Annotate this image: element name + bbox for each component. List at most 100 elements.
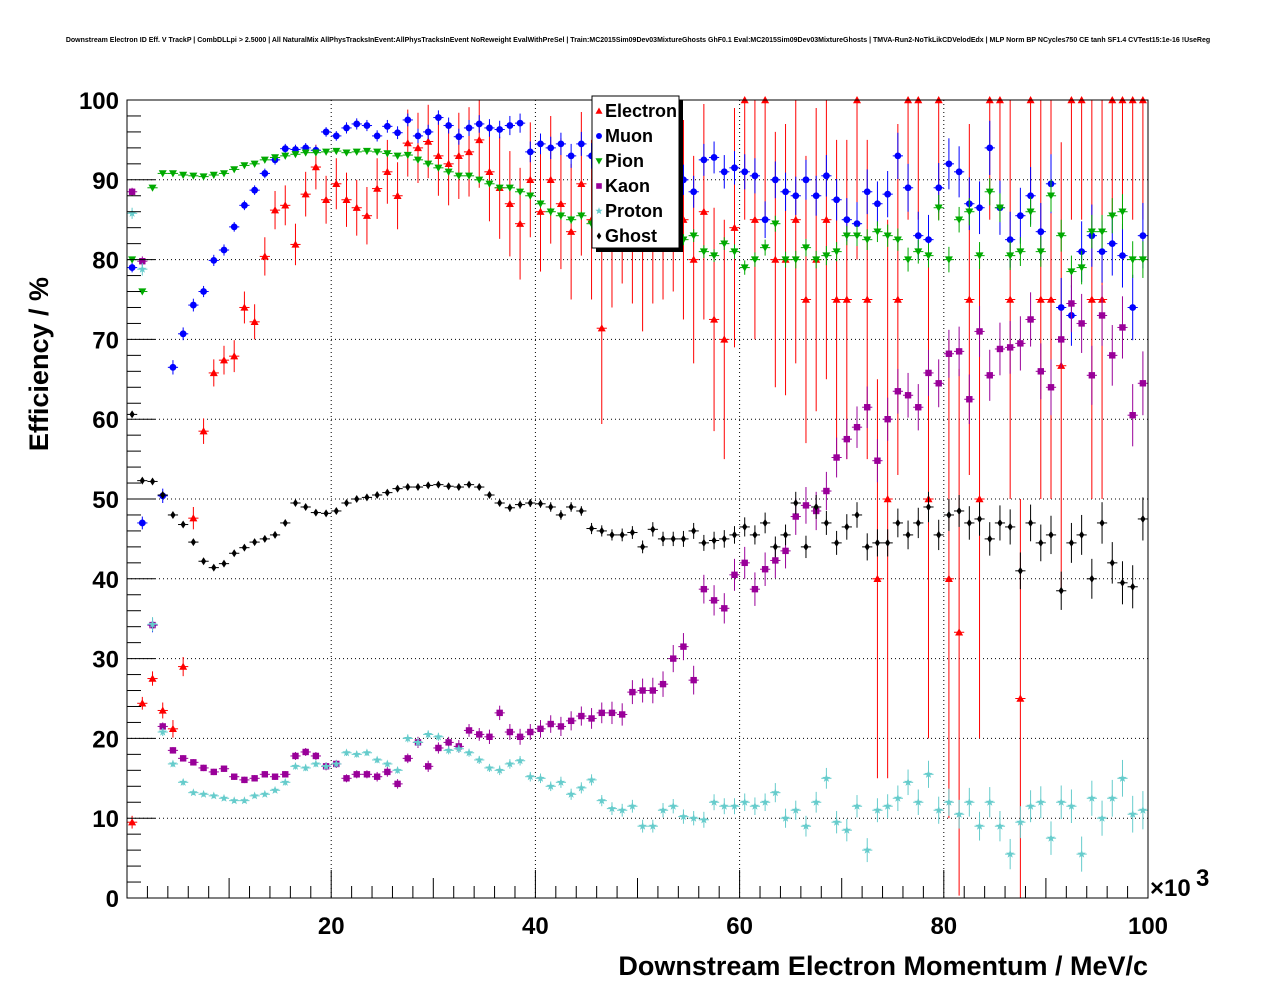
muon-marker — [741, 168, 749, 176]
proton-marker — [413, 737, 423, 746]
y-tick-label: 70 — [92, 327, 119, 354]
electron-marker — [403, 139, 412, 147]
kaon-point — [606, 701, 618, 725]
kaon-marker — [343, 775, 350, 782]
pion-marker — [475, 176, 484, 184]
proton-point — [1066, 789, 1077, 823]
kaon-marker — [588, 715, 595, 722]
ghost-point — [412, 483, 424, 492]
proton-point — [555, 776, 567, 788]
ghost-point — [310, 508, 321, 517]
kaon-marker — [751, 585, 759, 593]
kaon-point — [1066, 274, 1077, 333]
proton-point — [739, 793, 750, 812]
proton-marker — [842, 825, 851, 834]
ghost-point — [351, 495, 362, 503]
ghost-marker — [354, 495, 360, 503]
kaon-marker — [200, 764, 207, 772]
pion-point — [1086, 214, 1097, 249]
proton-point — [984, 787, 995, 818]
muon-point — [474, 115, 485, 133]
electron-point — [178, 657, 189, 677]
proton-marker — [311, 759, 321, 768]
kaon-marker — [1129, 412, 1136, 419]
proton-marker — [536, 773, 545, 782]
pion-point — [933, 194, 944, 221]
proton-marker — [975, 821, 984, 830]
kaon-point — [647, 677, 658, 704]
proton-point — [239, 796, 250, 805]
pion-marker — [444, 168, 453, 176]
proton-point — [320, 761, 332, 770]
proton-marker — [1077, 849, 1086, 858]
muon-marker — [414, 132, 422, 140]
pion-marker — [1016, 248, 1025, 256]
electron-marker — [475, 135, 484, 144]
ghost-marker — [1079, 530, 1085, 539]
electron-marker — [128, 818, 137, 826]
pion-point — [361, 147, 373, 156]
electron-point — [708, 207, 720, 432]
proton-point — [964, 787, 975, 817]
proton-point — [882, 794, 893, 819]
ghost-point — [1117, 561, 1128, 605]
kaon-point — [760, 552, 771, 586]
pion-marker — [495, 184, 504, 192]
pion-marker — [965, 208, 974, 216]
kaon-point — [943, 329, 955, 378]
grid-lines — [127, 100, 1148, 898]
proton-marker — [1138, 805, 1148, 814]
pion-point — [954, 206, 965, 233]
pion-marker — [281, 152, 290, 160]
pion-point — [708, 249, 720, 262]
pion-marker — [771, 220, 780, 228]
electron-marker — [362, 211, 371, 219]
ghost-point — [514, 500, 526, 509]
kaon-point — [668, 645, 679, 673]
pion-point — [1035, 236, 1046, 267]
muon-marker — [853, 220, 861, 228]
muon-marker — [1119, 252, 1126, 260]
ghost-marker — [1119, 578, 1126, 587]
legend-marker-pion — [595, 158, 603, 165]
muon-marker — [986, 144, 994, 152]
muon-point — [514, 113, 526, 133]
kaon-point — [504, 724, 515, 740]
kaon-marker — [373, 773, 381, 780]
proton-point — [627, 799, 638, 813]
muon-marker — [394, 129, 401, 137]
electron-point — [372, 158, 383, 219]
electron-marker — [168, 724, 177, 733]
ghost-marker — [517, 500, 523, 509]
kaon-marker — [476, 731, 483, 738]
electron-marker — [393, 191, 402, 199]
electron-marker — [720, 335, 729, 343]
pion-point — [555, 211, 567, 220]
electron-point — [1086, 100, 1097, 499]
kaon-point — [1086, 345, 1097, 405]
x-tick-label: 100 — [1128, 913, 1168, 940]
legend-box — [591, 95, 680, 249]
proton-point — [1086, 780, 1097, 816]
muon-point — [167, 360, 179, 375]
electron-marker — [965, 295, 974, 303]
legend-marker-electron — [595, 107, 603, 114]
pion-marker — [413, 156, 422, 164]
pion-point — [811, 250, 822, 269]
electron-point — [1035, 100, 1046, 499]
legend-label-proton: Proton — [605, 201, 663, 221]
pion-point — [892, 228, 903, 251]
pion-marker — [332, 147, 341, 156]
electron-marker — [1047, 295, 1056, 303]
ghost-point — [249, 538, 260, 547]
ghost-point — [188, 538, 199, 547]
ghost-marker — [394, 484, 401, 493]
kaon-point — [1127, 384, 1138, 447]
electron-point — [433, 115, 444, 196]
ghost-point — [1086, 558, 1097, 599]
ghost-marker — [364, 493, 370, 502]
ghost-point — [657, 531, 669, 547]
ghost-point — [331, 506, 342, 515]
muon-marker — [935, 184, 943, 192]
muon-marker — [557, 140, 565, 148]
